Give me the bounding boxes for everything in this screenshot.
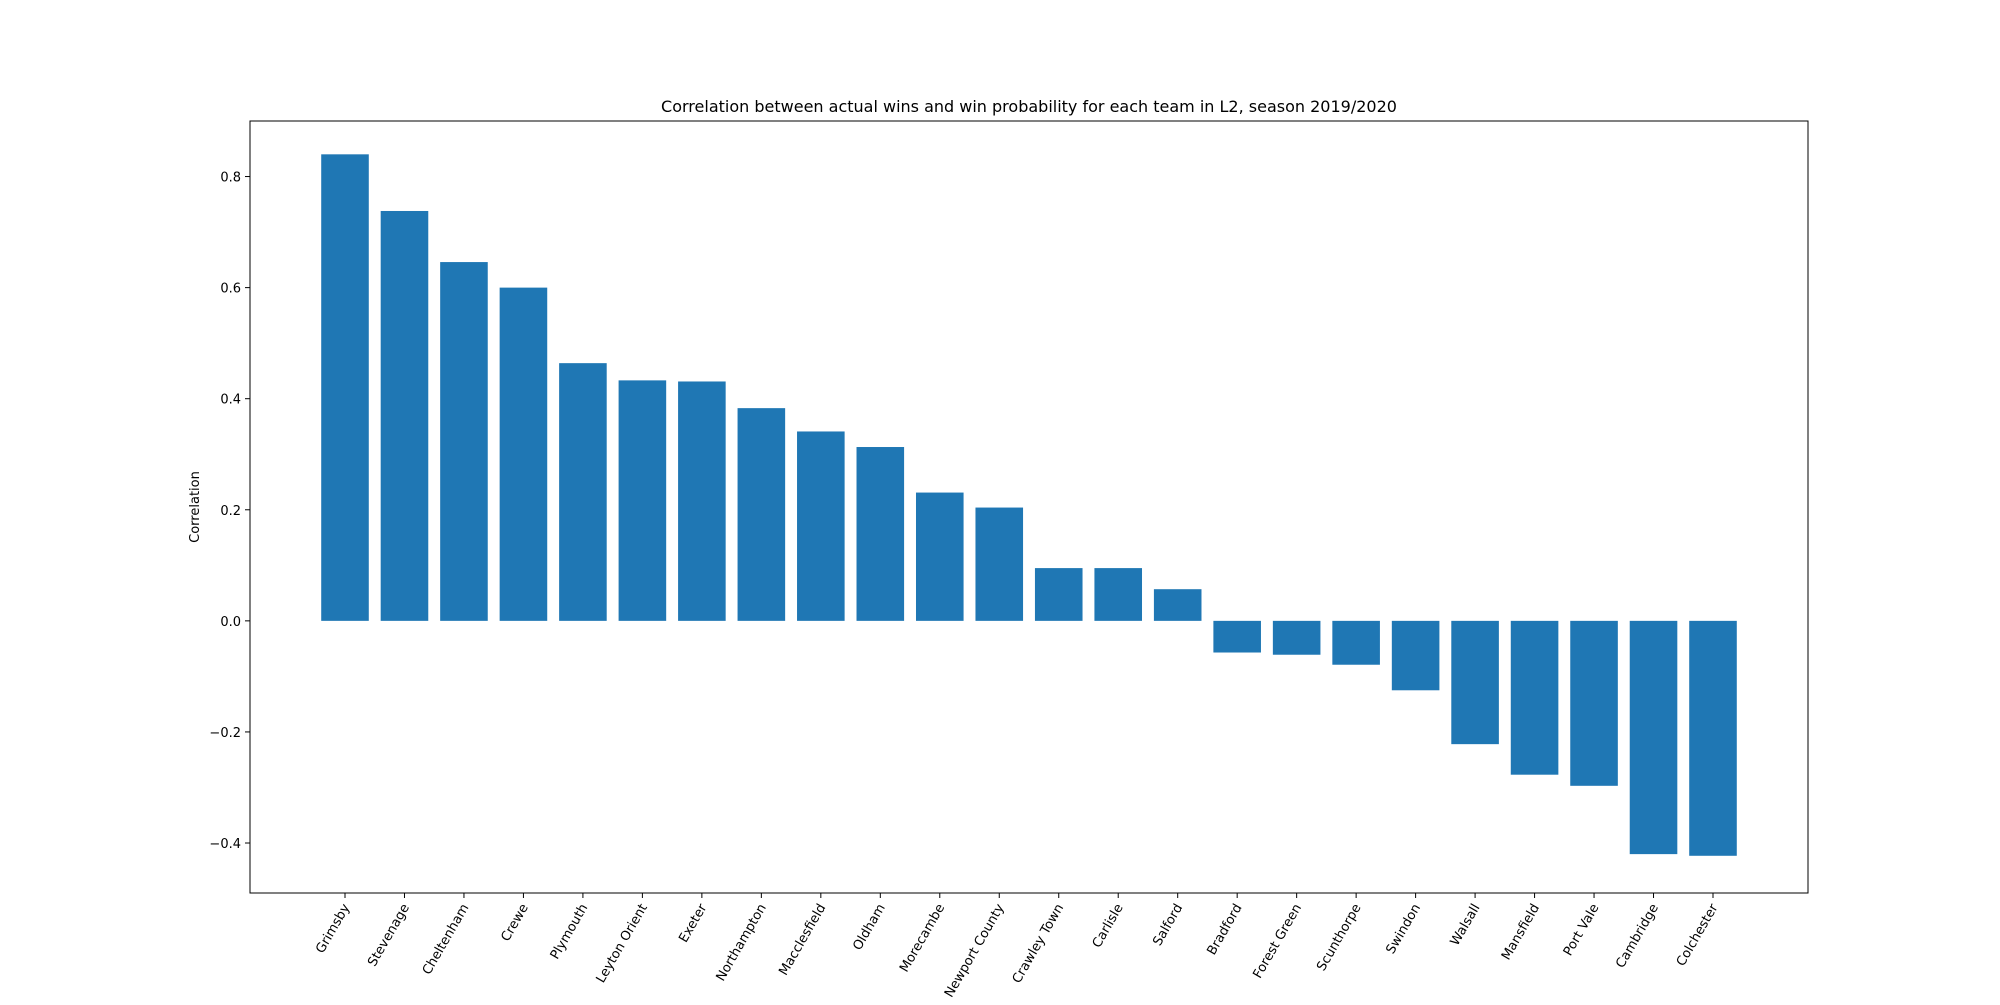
bar-walsall: [1451, 620, 1499, 745]
y-axis: −0.4 −0.2 0.0 0.2 0.4 0.6 0.8: [209, 171, 250, 852]
bar-crawley-town: [1034, 568, 1083, 621]
x-tick-label: Northampton: [714, 902, 770, 984]
y-axis-label: Correlation: [188, 471, 203, 543]
bar-plymouth: [559, 363, 607, 621]
x-tick-label: Salford: [1150, 902, 1186, 949]
plot-frame: [249, 120, 1809, 894]
bar-bradford: [1213, 620, 1261, 653]
x-tick-label: Colchester: [1674, 901, 1722, 969]
x-tick-label: Grimsby: [313, 901, 353, 956]
bar-macclesfield: [797, 431, 845, 621]
x-tick-label: Leyton Orient: [594, 902, 651, 986]
x-tick-label: Crawley Town: [1010, 902, 1067, 987]
y-tick-label: −0.4: [209, 837, 241, 852]
x-tick-label: Newport County: [942, 901, 1008, 1000]
bar-newport-county: [975, 507, 1024, 621]
bar-morecambe: [915, 492, 964, 621]
x-tick-label: Exeter: [676, 901, 710, 945]
y-tick-label: 0.0: [220, 615, 241, 630]
x-tick-label: Stevenage: [365, 902, 413, 970]
bar-northampton: [737, 408, 786, 621]
bar-salford: [1153, 589, 1202, 621]
bar-crewe: [499, 287, 548, 621]
y-tick-label: 0.2: [220, 504, 241, 519]
y-tick-label: 0.4: [220, 393, 241, 408]
bar-leyton-orient: [618, 380, 667, 621]
y-tick-label: 0.6: [220, 282, 241, 297]
bar-oldham: [856, 447, 905, 621]
bar-carlisle: [1094, 568, 1143, 621]
x-axis: Grimsby Stevenage Cheltenham Crewe Plymouth L…: [313, 893, 1722, 1000]
bar-exeter: [678, 381, 726, 621]
x-tick-label: Plymouth: [548, 902, 592, 963]
x-tick-label: Walsall: [1448, 902, 1484, 949]
x-tick-label: Mansfield: [1499, 902, 1543, 963]
x-tick-label: Port Vale: [1561, 902, 1603, 959]
x-tick-label: Swindon: [1383, 902, 1424, 957]
bar-grimsby: [321, 154, 369, 621]
x-tick-label: Macclesfield: [776, 902, 829, 979]
bar-cheltenham: [440, 262, 488, 621]
y-tick-label: −0.2: [209, 726, 241, 741]
bar-colchester: [1689, 620, 1737, 856]
x-tick-label: Crewe: [499, 901, 532, 944]
x-tick-label: Cheltenham: [420, 902, 473, 978]
bar-swindon: [1391, 620, 1440, 691]
x-tick-label: Oldham: [850, 902, 888, 954]
bar-scunthorpe: [1332, 620, 1380, 665]
x-tick-label: Cambridge: [1613, 902, 1662, 971]
bar-stevenage: [380, 210, 429, 621]
x-tick-label: Scunthorpe: [1314, 902, 1364, 974]
bars-group: [321, 154, 1737, 856]
x-tick-label: Carlisle: [1090, 902, 1127, 951]
x-tick-label: Forest Green: [1250, 902, 1305, 982]
bar-mansfield: [1510, 620, 1559, 775]
bar-port-vale: [1570, 620, 1618, 786]
x-tick-label: Morecambe: [897, 902, 948, 976]
bar-forest-green: [1272, 620, 1321, 655]
chart-title: Correlation between actual wins and win …: [661, 97, 1397, 116]
y-tick-label: 0.8: [220, 171, 241, 186]
bar-cambridge: [1629, 620, 1678, 855]
x-tick-label: Bradford: [1204, 902, 1245, 958]
